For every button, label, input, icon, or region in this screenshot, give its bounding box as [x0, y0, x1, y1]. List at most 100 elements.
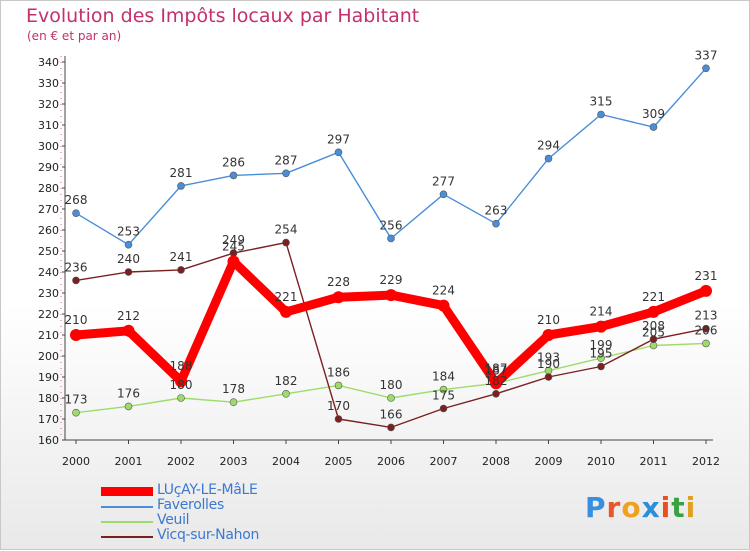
chart-subtitle: (en € et par an) — [27, 29, 122, 43]
data-label-faverolles: 263 — [485, 204, 508, 218]
data-label-veuil: 205 — [642, 326, 665, 340]
data-point-veuil — [387, 394, 395, 402]
data-label-veuil: 206 — [695, 323, 718, 337]
data-point-veuil — [229, 398, 238, 407]
data-label-vicq-sur-nahon: 208 — [642, 319, 665, 333]
data-label-faverolles: 253 — [117, 225, 140, 239]
data-point-veuil — [334, 381, 343, 390]
data-point-lu-ay-le-m-le — [70, 329, 82, 341]
data-label-faverolles: 268 — [65, 193, 88, 207]
logo-letter: i — [685, 491, 697, 524]
proxiti-logo: Proxiti — [585, 491, 696, 524]
data-label-veuil: 178 — [222, 382, 245, 396]
logo-letter: t — [671, 491, 686, 524]
y-tick-label: 190 — [38, 371, 59, 384]
data-point-faverolles — [124, 240, 133, 249]
y-tick-label: 270 — [38, 203, 59, 216]
data-labels: 268 253 281 286 287 297 256 277 263 294 315 309 337 1… — [65, 48, 718, 421]
data-label-veuil: 180 — [380, 378, 403, 392]
data-label-veuil: 180 — [170, 378, 193, 392]
data-point-vicq-sur-nahon — [492, 389, 500, 398]
data-point-faverolles — [702, 64, 710, 73]
y-tick-label: 300 — [38, 140, 59, 153]
y-tick-label: 220 — [38, 308, 59, 321]
data-point-lu-ay-le-m-le — [332, 291, 345, 304]
data-point-faverolles — [597, 110, 605, 119]
logo-letter: i — [660, 491, 672, 524]
data-label-faverolles: 277 — [432, 174, 455, 188]
y-tick-label: 240 — [38, 266, 59, 279]
data-point-vicq-sur-nahon — [544, 373, 553, 381]
x-tick-label: 2004 — [272, 455, 300, 468]
data-label-veuil: 199 — [590, 338, 613, 352]
data-label-faverolles: 287 — [275, 153, 298, 167]
data-label-faverolles: 315 — [590, 95, 613, 109]
y-tick-label: 160 — [38, 434, 59, 447]
data-point-lu-ay-le-m-le — [280, 305, 292, 318]
data-point-vicq-sur-nahon — [649, 335, 658, 344]
x-tick-label: 2005 — [325, 455, 353, 468]
data-point-veuil — [597, 354, 605, 362]
data-point-vicq-sur-nahon — [282, 238, 290, 247]
logo-letter: x — [641, 491, 661, 524]
data-label-faverolles: 309 — [642, 107, 665, 121]
data-label-lu-ay-le-m-le: 214 — [590, 305, 613, 319]
data-point-vicq-sur-nahon — [177, 266, 185, 274]
data-label-lu-ay-le-m-le: 188 — [170, 359, 193, 373]
data-label-lu-ay-le-m-le: 224 — [432, 284, 455, 298]
data-label-vicq-sur-nahon: 195 — [590, 347, 613, 361]
y-tick-label: 340 — [38, 56, 59, 69]
data-label-vicq-sur-nahon: 190 — [537, 357, 560, 371]
data-point-vicq-sur-nahon — [597, 362, 605, 371]
data-point-faverolles — [649, 123, 658, 131]
data-point-veuil — [72, 408, 80, 417]
data-label-vicq-sur-nahon: 213 — [695, 309, 718, 323]
logo-letter: P — [585, 491, 607, 524]
data-point-lu-ay-le-m-le — [595, 320, 607, 333]
x-tick-label: 2003 — [220, 455, 248, 468]
data-point-faverolles — [544, 154, 553, 163]
data-label-lu-ay-le-m-le: 228 — [327, 275, 350, 289]
data-label-faverolles: 256 — [380, 218, 403, 232]
data-point-faverolles — [72, 209, 80, 217]
data-point-vicq-sur-nahon — [439, 404, 448, 413]
data-point-faverolles — [177, 182, 185, 190]
data-point-faverolles — [387, 234, 395, 243]
x-tick-label: 2007 — [430, 455, 458, 468]
data-point-faverolles — [334, 148, 343, 157]
legend-swatch-lucay — [101, 487, 153, 496]
x-tick-label: 2008 — [482, 455, 510, 468]
y-tick-label: 210 — [38, 329, 59, 342]
legend-label-veuil: Veuil — [157, 512, 190, 528]
legend-swatch-vicq — [101, 536, 153, 538]
y-tick-label: 290 — [38, 161, 59, 174]
data-label-lu-ay-le-m-le: 221 — [275, 290, 298, 304]
data-label-veuil: 186 — [327, 365, 350, 379]
data-point-vicq-sur-nahon — [124, 268, 133, 276]
data-point-lu-ay-le-m-le — [227, 255, 240, 268]
data-label-faverolles: 286 — [222, 155, 245, 169]
data-label-veuil: 193 — [537, 351, 560, 365]
legend-swatch-veuil — [101, 521, 153, 523]
data-label-vicq-sur-nahon: 249 — [222, 233, 245, 247]
data-label-vicq-sur-nahon: 254 — [275, 223, 298, 237]
y-tick-label: 310 — [38, 119, 59, 132]
data-label-veuil: 182 — [275, 374, 298, 388]
data-label-veuil: 184 — [432, 370, 455, 384]
data-point-faverolles — [439, 190, 448, 199]
data-point-lu-ay-le-m-le — [385, 289, 397, 302]
data-point-veuil — [124, 402, 133, 411]
x-tick-label: 2006 — [377, 455, 405, 468]
data-point-veuil — [282, 389, 290, 398]
x-tick-label: 2002 — [167, 455, 195, 468]
x-tick-label: 2001 — [115, 455, 143, 468]
x-tick-label: 2012 — [692, 455, 720, 468]
data-point-lu-ay-le-m-le — [542, 329, 555, 341]
data-label-vicq-sur-nahon: 236 — [65, 260, 88, 274]
data-label-veuil: 187 — [485, 363, 508, 377]
logo-letter: o — [621, 491, 642, 524]
data-point-veuil — [439, 385, 448, 394]
data-point-vicq-sur-nahon — [334, 415, 343, 423]
data-point-lu-ay-le-m-le — [437, 299, 450, 312]
